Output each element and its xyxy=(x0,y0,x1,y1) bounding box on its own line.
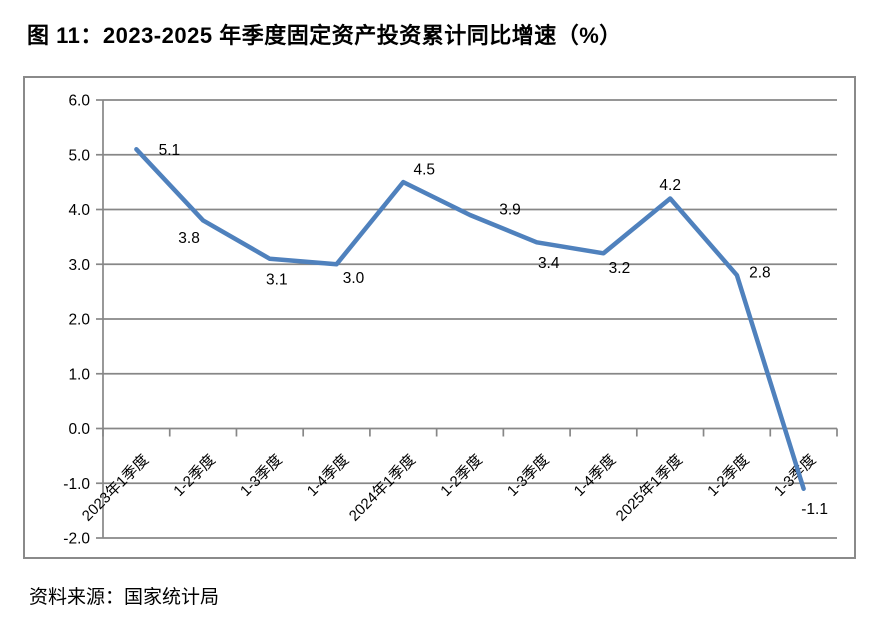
y-axis-label: 0.0 xyxy=(68,421,90,438)
y-axis-label: 2.0 xyxy=(68,312,90,329)
source-note: 资料来源：国家统计局 xyxy=(29,587,220,608)
y-axis-label: 4.0 xyxy=(68,202,90,219)
x-axis-label: 1-2季度 xyxy=(437,451,486,500)
data-point-label: -1.1 xyxy=(801,501,828,518)
data-point-label: 3.8 xyxy=(178,230,200,247)
y-axis-label: 1.0 xyxy=(68,366,90,383)
x-axis-label: 2024年1季度 xyxy=(346,451,419,524)
x-axis-label: 1-2季度 xyxy=(170,451,219,500)
x-axis-label: 1-2季度 xyxy=(704,451,753,500)
x-axis-label: 1-3季度 xyxy=(237,451,286,500)
y-axis-label: -1.0 xyxy=(63,476,90,493)
data-point-label: 4.2 xyxy=(659,177,681,194)
data-series-line xyxy=(134,147,806,491)
data-point-label: 3.0 xyxy=(343,270,365,287)
x-axis-label: 1-4季度 xyxy=(304,451,353,500)
data-point-label: 3.2 xyxy=(609,260,631,277)
x-axis-label: 2025年1季度 xyxy=(613,451,686,524)
x-axis-label: 1-4季度 xyxy=(571,451,620,500)
figure-title: 图 11：2023-2025 年季度固定资产投资累计同比增速（%） xyxy=(27,23,622,48)
y-axis-label: -2.0 xyxy=(63,531,90,548)
data-point-label: 2.8 xyxy=(749,265,771,282)
chart-container: 6.0 5.0 4.0 3.0 2.0 1.0 0.0 -1.0 -2.0 2023年1季度 1-2… xyxy=(23,76,856,559)
data-point-label: 4.5 xyxy=(413,162,435,179)
y-axis-label: 5.0 xyxy=(68,147,90,164)
y-axis-label: 6.0 xyxy=(68,93,90,110)
data-point-label: 5.1 xyxy=(159,142,181,159)
y-axis-label: 3.0 xyxy=(68,257,90,274)
data-point-label: 3.4 xyxy=(538,255,560,272)
data-point-label: 3.9 xyxy=(499,201,521,218)
x-axis-label: 1-3季度 xyxy=(504,451,553,500)
data-point-label: 3.1 xyxy=(266,271,288,288)
